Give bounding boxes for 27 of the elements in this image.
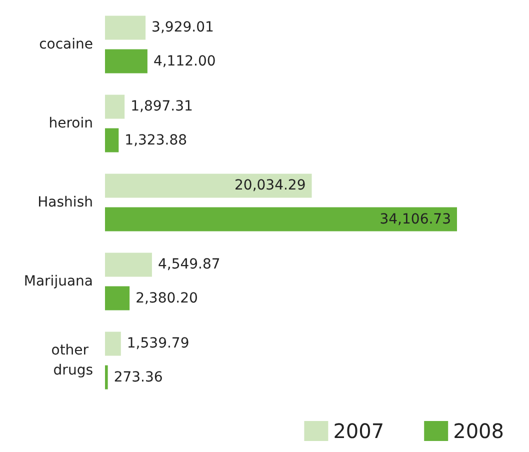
bar [105,94,125,119]
data-label: 1,323.88 [124,132,188,148]
data-label: 3,929.01 [152,20,214,36]
data-label: 1,897.31 [130,98,193,115]
y-tick-label: Marijuana [24,274,93,290]
bar [105,174,312,198]
y-tick-label: cocaine [39,36,93,52]
data-label: 20,034.29 [234,178,306,194]
bar [105,49,148,74]
data-label: 4,112.00 [153,53,216,70]
bar [105,128,119,152]
data-label: 4,549.87 [158,256,220,273]
bar [105,16,146,40]
legend-label: 2007 [333,419,384,443]
bar [105,252,152,277]
bar [105,286,130,310]
y-tick-label: heroin [48,116,93,132]
legend-label: 2008 [453,419,504,443]
data-label: 2,380.20 [136,290,198,306]
bar [105,365,108,390]
data-label: 273.36 [114,369,163,386]
y-tick-label: Hashish [38,194,93,210]
data-label: 1,539.79 [126,336,190,352]
bar [105,332,121,356]
data-label: 34,106.73 [380,211,451,228]
y-tick-label: other drugs [51,342,93,378]
bar [105,207,457,232]
